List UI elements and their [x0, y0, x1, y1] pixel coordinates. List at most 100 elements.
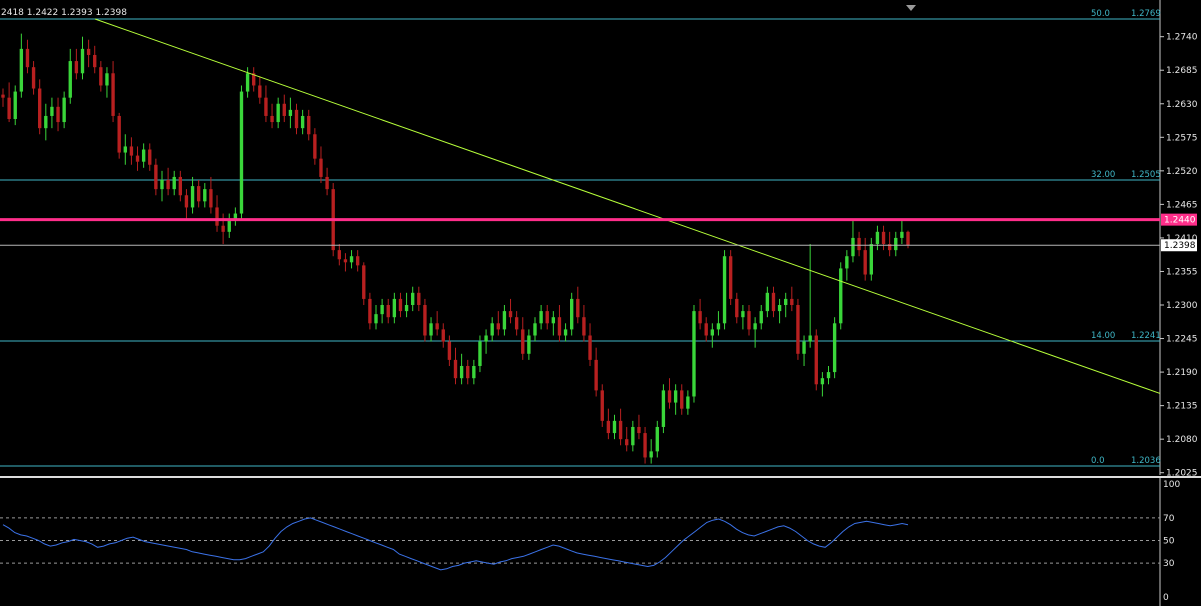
price-tick-label: 1.2575 [1166, 133, 1198, 143]
candle-body [631, 426, 635, 446]
candle-body [514, 317, 519, 330]
candle-body [325, 176, 329, 190]
candle-body [887, 244, 892, 251]
candle-body [790, 298, 794, 306]
price-pane[interactable]: 50.0 1.2769 32.00 1.2505 14.00 1.2241 0.0 1.203… [0, 0, 1198, 479]
candlestick-series [1, 33, 910, 464]
price-tick-label: 1.2465 [1166, 200, 1198, 210]
candle-body [435, 323, 439, 330]
candle-body [25, 48, 30, 68]
candle-body [423, 305, 427, 336]
candle-body [135, 155, 140, 162]
candle-body [270, 115, 274, 123]
rsi-axis-ticks: 100 70 50 30 0 [1163, 480, 1180, 603]
candle-body [814, 335, 818, 385]
candle-body [86, 48, 91, 55]
candle-body [258, 85, 262, 98]
candle-body [31, 67, 36, 89]
candle-body [111, 73, 115, 116]
rsi-tick-label: 100 [1163, 480, 1180, 490]
candle-body [404, 305, 409, 312]
candle-body [288, 109, 293, 116]
candle-body [307, 115, 311, 135]
candle-body [453, 359, 458, 379]
candle-body [563, 329, 568, 336]
candle-body [502, 311, 507, 330]
candle-body [264, 97, 268, 116]
candle-body [196, 186, 201, 202]
candle-body [527, 335, 531, 354]
current-price-tag-label: 1.2398 [1164, 241, 1196, 251]
candle-body [166, 179, 170, 190]
candle-body [649, 451, 653, 458]
fib-price-label: 1.2505 [1131, 170, 1161, 180]
fib-level-label: 14.00 [1091, 331, 1115, 341]
current-price-tag: 1.2398 [1161, 239, 1197, 252]
candle-body [796, 305, 800, 354]
candle-body [661, 390, 666, 427]
price-tick-label: 1.2685 [1166, 66, 1198, 76]
candle-body [741, 311, 745, 318]
candle-body [508, 311, 513, 318]
candle-body [869, 244, 873, 275]
candle-body [802, 341, 806, 354]
candle-body [429, 323, 433, 336]
candle-body [123, 146, 127, 153]
price-tick-label: 1.2135 [1166, 402, 1198, 412]
candle-body [160, 179, 164, 190]
candle-body [643, 433, 647, 458]
candle-body [355, 256, 360, 266]
candle-body [459, 365, 464, 379]
candle-body [38, 88, 42, 129]
candle-body [172, 176, 176, 190]
candle-body [863, 250, 867, 275]
rsi-line [2, 517, 909, 571]
candle-body [184, 195, 189, 208]
candle-body [808, 335, 812, 342]
candle-body [618, 420, 623, 440]
downtrend-line[interactable] [94, 18, 1161, 394]
price-tick-label: 1.2190 [1166, 368, 1198, 378]
candle-body [362, 265, 366, 299]
rsi-level-lines [0, 517, 1160, 564]
candle-body [319, 158, 323, 177]
candle-body [178, 176, 183, 196]
candle-body [692, 311, 696, 397]
candle-body [313, 134, 317, 159]
candle-body [570, 298, 574, 330]
candle-body [441, 329, 445, 342]
candle-body [728, 256, 733, 299]
candle-body [551, 317, 556, 324]
price-tick-label: 1.2300 [1166, 301, 1198, 311]
price-tick-label: 1.2410 [1166, 234, 1198, 244]
price-tick-label: 1.2025 [1166, 469, 1198, 479]
price-tick-label: 1.2630 [1166, 100, 1198, 110]
candle-body [673, 390, 678, 403]
resistance-tag-background [1161, 213, 1197, 226]
candle-body [129, 146, 134, 156]
candle-body [557, 317, 562, 336]
scroll-marker-icon[interactable] [906, 5, 916, 11]
candle-body [117, 115, 121, 153]
candle-body [533, 323, 537, 336]
candle-body [698, 311, 702, 324]
candle-body [13, 91, 17, 120]
fib-level-label: 0.0 [1091, 456, 1105, 466]
resistance-price-tag: 1.2440 [1161, 213, 1197, 226]
candle-body [276, 103, 280, 123]
candle-body [765, 292, 770, 312]
candle-body [784, 298, 788, 306]
rsi-pane[interactable]: 100 70 50 30 0 [0, 478, 1180, 606]
candle-body [19, 48, 24, 92]
candle-body [294, 109, 299, 129]
fib-price-label: 1.2036 [1131, 456, 1161, 466]
candle-body [252, 73, 256, 86]
fib-level-label: 50.0 [1091, 9, 1110, 19]
candle-body [839, 268, 843, 324]
candle-body [655, 426, 659, 452]
candle-body [490, 323, 494, 336]
candle-body [447, 341, 452, 360]
rsi-tick-label: 70 [1163, 514, 1175, 524]
candle-body [594, 359, 598, 391]
